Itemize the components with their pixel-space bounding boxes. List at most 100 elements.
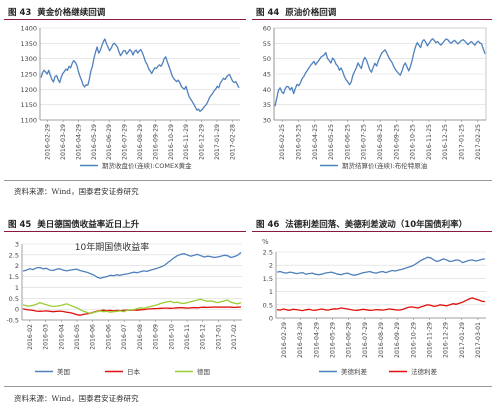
chart-title: 10年期国债收益率 <box>75 241 149 253</box>
x-tick-label: 2016-10-29 <box>410 322 417 358</box>
x-tick-label: 2017-01-25 <box>459 124 466 160</box>
x-tick-label: 2017-02-25 <box>475 124 482 160</box>
x-tick-label: 2016-09-29 <box>152 124 159 160</box>
y-tick-label: 40 <box>263 86 271 94</box>
legend-label: 法德利差 <box>411 367 438 376</box>
x-tick-label: 2016-06 <box>90 324 97 350</box>
x-tick-label: 2016-04-29 <box>313 322 320 358</box>
y-tick-label: 1 <box>269 288 273 296</box>
figure-46-caption: 法德利差回落、美德利差波动（10年国债利率） <box>285 220 468 230</box>
y-tick-label: 60 <box>263 25 271 33</box>
top-title-rule-right <box>252 19 492 20</box>
x-tick-label: 2016-02-29 <box>45 124 52 160</box>
gold-price-chart: 1100 1150 1200 1250 1300 1350 1400 2016-02-29 20… <box>20 25 240 170</box>
x-tick-label: 2016-11-29 <box>183 124 190 160</box>
legend-label: 美国 <box>57 367 70 376</box>
y-tick-label: 0 <box>15 306 19 314</box>
figure-44-panel: 30 35 40 45 50 55 60 2016-02-25 2016-03-25 2016-0… <box>252 20 492 178</box>
figure-44-number: 图 44 <box>256 8 280 18</box>
top-title-rule-left <box>4 19 246 20</box>
bottom-source-note: 资料来源：Wind，国泰君安证券研究 <box>14 394 139 403</box>
y-tick-label: 1 <box>15 284 19 292</box>
y-tick-label: 1.5 <box>263 275 273 283</box>
x-tick-label: 2016-06-29 <box>346 322 353 358</box>
series-line-0 <box>276 256 486 276</box>
x-tick-label: 2016-02-25 <box>279 124 286 160</box>
x-tick-label: 2017-01 <box>215 324 222 350</box>
series-line-1 <box>276 297 486 312</box>
x-tick-label: 2016-06 <box>105 324 112 350</box>
y-tick-label: 2 <box>269 262 273 270</box>
x-tick-label: 2016-09-25 <box>393 124 400 160</box>
figure-46-number: 图 46 <box>256 220 280 230</box>
x-tick-label: 2016-10-29 <box>168 124 175 160</box>
x-tick-label: 2016-12 <box>200 324 207 350</box>
y-axis-unit: % <box>262 238 269 246</box>
x-tick-label: 2016-07-29 <box>362 322 369 358</box>
y-tick-label: 35 <box>263 101 271 109</box>
legend-label: 德国 <box>197 367 210 376</box>
x-tick-label: 2017-01-29 <box>459 322 466 358</box>
x-tick-label: 2016-11-25 <box>426 124 433 160</box>
top-source-note: 资料来源：Wind，国泰君安证券研究 <box>14 187 139 196</box>
x-tick-label: 2016-12-29 <box>199 124 206 160</box>
figure-45-title: 图 45 美日德国债收益率近日上升 <box>8 218 139 230</box>
x-tick-label: 2016-03-25 <box>295 124 302 160</box>
x-tick-label: 2016-07-29 <box>122 124 129 160</box>
x-tick-label: 2016-12-29 <box>443 322 450 358</box>
bond-yield-chart: -0.5 0 0.5 1 1.5 2 2.5 3 2016-02 2016-03 2016-04 20… <box>6 241 242 376</box>
x-tick-label: 2016-05 <box>74 324 81 350</box>
figure-43-caption: 黄金价格继续回调 <box>37 8 106 18</box>
y-tick-label: 55 <box>263 40 271 48</box>
x-tick-label: 2016-04-25 <box>312 124 319 160</box>
y-tick-label: 45 <box>263 71 271 79</box>
y-tick-label: 3 <box>15 241 19 249</box>
x-tick-label: 2016-02-29 <box>281 322 288 358</box>
legend-label: 美德利差 <box>341 367 368 376</box>
x-tick-label: 2016-12-25 <box>442 124 449 160</box>
figure-45-caption: 美日德国债收益率近日上升 <box>37 220 140 230</box>
x-tick-label: 2016-10-25 <box>410 124 417 160</box>
x-tick-label: 2016-09 <box>153 324 160 350</box>
y-tick-label: 1350 <box>20 40 37 48</box>
y-tick-label: 0.5 <box>263 301 273 309</box>
x-tick-label: 2016-11 <box>184 324 191 350</box>
y-tick-label: 0 <box>269 315 273 323</box>
series-line-0 <box>274 38 486 107</box>
y-tick-label: 0.5 <box>9 295 19 303</box>
x-tick-label: 2016-04 <box>58 324 65 350</box>
y-tick-label: 1.5 <box>9 273 19 281</box>
y-tick-label: 1100 <box>20 117 37 125</box>
legend-label: 期货结算价(连续):布伦特原油 <box>342 161 427 170</box>
x-tick-label: 2016-07-25 <box>361 124 368 160</box>
oil-price-chart: 30 35 40 45 50 55 60 2016-02-25 2016-03-25 2016-0… <box>263 25 487 170</box>
series-line-1 <box>22 306 242 316</box>
y-tick-label: 1200 <box>20 86 37 94</box>
x-tick-label: 2016-03-29 <box>60 124 67 160</box>
spread-chart: 0 0.5 1 1.5 2 2.5 2016-02-29 2016-03-29 2016-04-… <box>262 238 486 376</box>
x-tick-label: 2016-11-29 <box>426 322 433 358</box>
figure-43-title: 图 43 黄金价格继续回调 <box>8 6 105 18</box>
x-tick-label: 2016-03 <box>43 324 50 350</box>
x-tick-label: 2016-08-29 <box>137 124 144 160</box>
x-tick-label: 2017-02 <box>231 324 238 350</box>
x-tick-label: 2017-01-29 <box>214 124 221 160</box>
bottom-source-rule <box>4 386 492 387</box>
figure-44-caption: 原油价格回调 <box>285 8 337 18</box>
bottom-title-rule-right <box>252 231 492 232</box>
y-tick-label: 2.5 <box>263 249 273 257</box>
x-tick-label: 2016-06-25 <box>344 124 351 160</box>
figure-43-number: 图 43 <box>8 8 32 18</box>
x-tick-label: 2016-05-25 <box>328 124 335 160</box>
x-tick-label: 2016-07 <box>121 324 128 350</box>
figure-46-panel: 0 0.5 1 1.5 2 2.5 2016-02-29 2016-03-29 2016-04-… <box>252 234 492 384</box>
x-tick-label: 2016-08 <box>137 324 144 350</box>
figure-45-number: 图 45 <box>8 220 32 230</box>
y-tick-label: 2 <box>15 262 19 270</box>
figure-46-title: 图 46 法德利差回落、美德利差波动（10年国债利率） <box>256 218 467 230</box>
x-tick-label: 2016-04-29 <box>75 124 82 160</box>
x-tick-label: 2016-03-29 <box>297 322 304 358</box>
x-tick-label: 2017-03-01 <box>475 322 482 358</box>
x-tick-label: 2016-05-29 <box>91 124 98 160</box>
y-tick-label: 1150 <box>20 101 37 109</box>
